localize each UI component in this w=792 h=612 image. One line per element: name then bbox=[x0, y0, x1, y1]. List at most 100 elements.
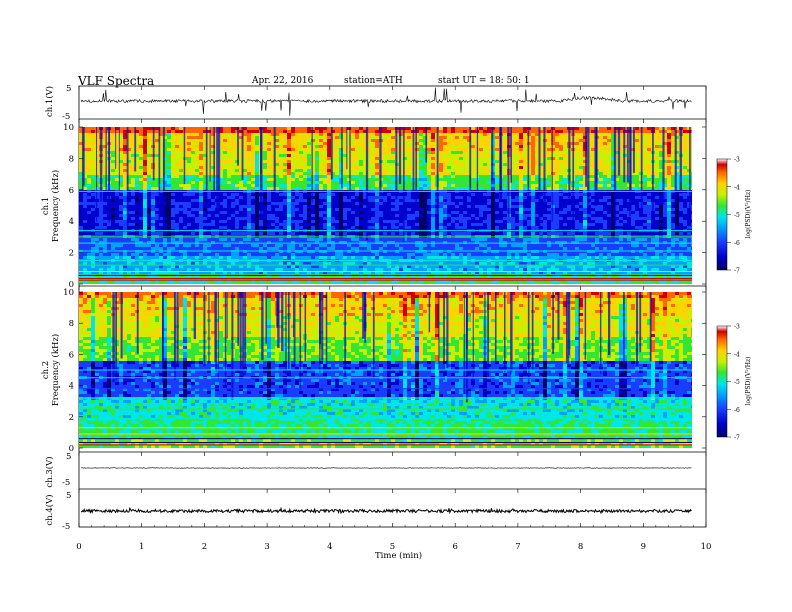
spectrogram-cell bbox=[443, 127, 447, 130]
spectrogram-cell bbox=[367, 232, 371, 235]
spectrogram-cell bbox=[223, 175, 227, 178]
spectrogram-cell bbox=[303, 133, 307, 136]
spectrogram-cell bbox=[191, 151, 195, 154]
spectrogram-cell bbox=[239, 175, 243, 178]
spectrogram-cell bbox=[375, 199, 379, 202]
spectrogram-cell bbox=[359, 271, 363, 274]
spectrogram-cell bbox=[83, 247, 87, 250]
spectrogram-cell bbox=[287, 181, 291, 184]
spectrogram-cell bbox=[91, 256, 95, 259]
spectrogram-cell bbox=[255, 208, 259, 211]
spectrogram-cell bbox=[307, 163, 311, 166]
spectrogram-cell bbox=[111, 175, 115, 178]
spectrogram-cell bbox=[207, 217, 211, 220]
spectrogram-cell bbox=[307, 256, 311, 259]
spectrogram-cell bbox=[227, 178, 231, 181]
spectrogram-cell bbox=[311, 205, 315, 208]
spectrogram-cell bbox=[327, 199, 331, 202]
spectrogram-cell bbox=[303, 148, 307, 151]
spectrogram-cell bbox=[243, 199, 247, 202]
spectrogram-cell bbox=[355, 232, 359, 235]
spectrogram-cell bbox=[219, 208, 223, 211]
spectrogram-cell bbox=[155, 178, 159, 181]
spectrogram-cell bbox=[103, 271, 107, 274]
spectrogram-cell bbox=[103, 166, 107, 169]
spectrogram-cell bbox=[215, 241, 219, 244]
spectrogram-cell bbox=[323, 265, 327, 268]
spectrogram-cell bbox=[211, 184, 215, 187]
spectrogram-cell bbox=[427, 262, 431, 265]
spectrogram-cell bbox=[407, 226, 411, 229]
spectrogram-cell bbox=[179, 271, 183, 274]
spectrogram-cell bbox=[343, 160, 347, 163]
spectrogram-cell bbox=[219, 187, 223, 190]
spectrogram-cell bbox=[259, 283, 263, 284]
spectrogram-cell bbox=[287, 154, 291, 157]
spectrogram-cell bbox=[95, 247, 99, 250]
spectrogram-cell bbox=[383, 172, 387, 175]
spectrogram-cell bbox=[187, 262, 191, 265]
spectrogram-cell bbox=[355, 127, 359, 130]
spectrogram-cell bbox=[447, 241, 451, 244]
spectrogram-cell bbox=[427, 127, 431, 130]
spectrogram-cell bbox=[347, 142, 351, 145]
spectrogram-cell bbox=[371, 196, 375, 199]
spectrogram-cell bbox=[207, 280, 211, 283]
spectrogram-cell bbox=[83, 280, 87, 283]
spectrogram-cell bbox=[307, 271, 311, 274]
spectrogram-cell bbox=[427, 148, 431, 151]
spectrogram-cell bbox=[347, 217, 351, 220]
spectrogram-cell bbox=[391, 232, 395, 235]
spectrogram-cell bbox=[155, 262, 159, 265]
spectrogram-cell bbox=[391, 169, 395, 172]
spectrogram-cell bbox=[171, 154, 175, 157]
spectrogram-cell bbox=[343, 268, 347, 271]
spectrogram-cell bbox=[447, 187, 451, 190]
spectrogram-cell bbox=[131, 154, 135, 157]
spectrogram-cell bbox=[331, 178, 335, 181]
spectrogram-cell bbox=[143, 211, 147, 214]
spectrogram-cell bbox=[195, 223, 199, 226]
spectrogram-cell bbox=[451, 172, 455, 175]
spectrogram-cell bbox=[339, 166, 343, 169]
spectrogram-cell bbox=[123, 139, 127, 142]
spectrogram-cell bbox=[323, 136, 327, 139]
spectrogram-cell bbox=[199, 175, 203, 178]
spectrogram-cell bbox=[175, 181, 179, 184]
spectrogram-cell bbox=[191, 139, 195, 142]
spectrogram-cell bbox=[367, 238, 371, 241]
spectrogram-cell bbox=[99, 223, 103, 226]
spectrogram-cell bbox=[211, 130, 215, 133]
spectrogram-cell bbox=[319, 256, 323, 259]
spectrogram-cell bbox=[319, 151, 323, 154]
spectrogram-cell bbox=[315, 217, 319, 220]
spectrogram-cell bbox=[403, 283, 407, 284]
spectrogram-cell bbox=[219, 181, 223, 184]
spectrogram-cell bbox=[391, 199, 395, 202]
spectrogram-cell bbox=[171, 232, 175, 235]
spectrogram-cell bbox=[115, 220, 119, 223]
spectrogram-cell bbox=[271, 202, 275, 205]
spectrogram-cell bbox=[259, 271, 263, 274]
spectrogram-cell bbox=[427, 238, 431, 241]
spectrogram-cell bbox=[243, 217, 247, 220]
spectrogram-cell bbox=[439, 214, 443, 217]
spectrogram-cell bbox=[155, 196, 159, 199]
spectrogram-cell bbox=[343, 271, 347, 274]
spectrogram-cell bbox=[427, 265, 431, 268]
spectrogram-cell bbox=[111, 151, 115, 154]
spectrogram-cell bbox=[79, 241, 83, 244]
spectrogram-cell bbox=[207, 151, 211, 154]
spectrogram-cell bbox=[199, 211, 203, 214]
spectrogram-cell bbox=[339, 208, 343, 211]
spectrogram-cell bbox=[163, 169, 167, 172]
spectrogram-cell bbox=[131, 253, 135, 256]
spectrogram-cell bbox=[359, 208, 363, 211]
spectrogram-cell bbox=[451, 226, 455, 229]
spectrogram-cell bbox=[379, 217, 383, 220]
spectrogram-cell bbox=[279, 172, 283, 175]
spectrogram-cell bbox=[427, 283, 431, 284]
spectrogram-cell bbox=[295, 241, 299, 244]
spectrogram-cell bbox=[303, 202, 307, 205]
spectrogram-cell bbox=[283, 226, 287, 229]
